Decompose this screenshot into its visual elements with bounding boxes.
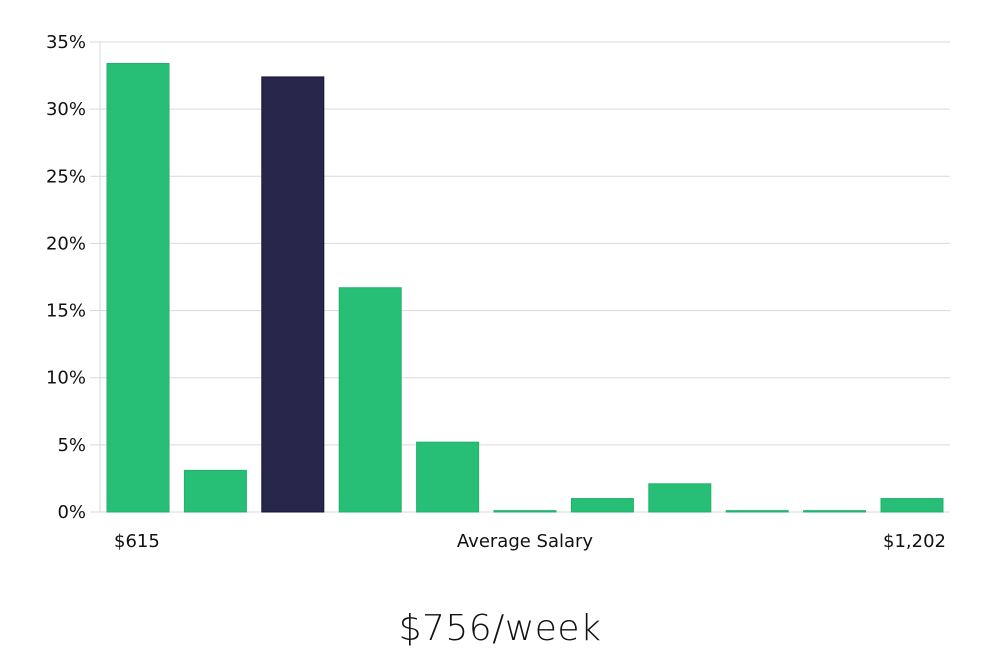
bar xyxy=(880,498,944,513)
y-tick-label: 10% xyxy=(46,368,86,389)
bar xyxy=(803,510,867,513)
bar xyxy=(416,441,480,513)
bar xyxy=(338,287,402,513)
bar xyxy=(570,498,634,513)
bar-highlighted xyxy=(261,76,325,513)
y-tick-label: 5% xyxy=(57,435,86,456)
bars xyxy=(106,62,944,513)
average-salary-headline: $756/week xyxy=(398,608,602,649)
gridlines xyxy=(90,41,950,513)
y-tick-label: 25% xyxy=(46,166,86,187)
bar xyxy=(648,483,712,513)
bar xyxy=(106,62,170,513)
bar xyxy=(183,469,247,513)
y-tick-label: 15% xyxy=(46,301,86,322)
bar xyxy=(493,510,557,513)
y-tick-label: 35% xyxy=(46,32,86,53)
x-axis-labels: $615 Average Salary $1,202 xyxy=(114,531,946,552)
x-axis-title: Average Salary xyxy=(457,531,594,552)
salary-histogram-chart: 0% 5% 10% 15% 20% 25% 30% 35% $615 Average Sala… xyxy=(46,32,950,552)
y-axis-tick-labels: 0% 5% 10% 15% 20% 25% 30% 35% xyxy=(46,32,86,523)
y-tick-label: 20% xyxy=(46,233,86,254)
y-tick-label: 0% xyxy=(57,502,86,523)
y-tick-label: 30% xyxy=(46,99,86,120)
x-label-min: $615 xyxy=(114,531,160,552)
bar xyxy=(725,510,789,513)
x-label-max: $1,202 xyxy=(883,531,946,552)
